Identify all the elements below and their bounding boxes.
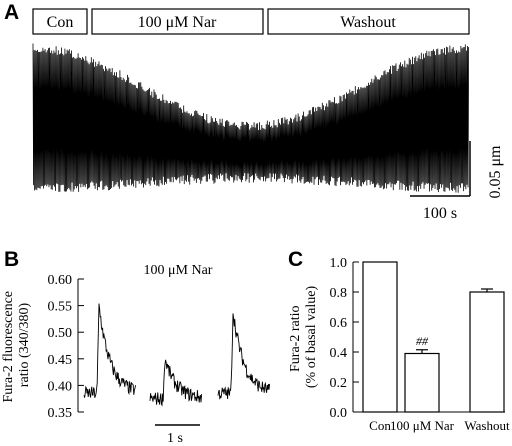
y-tick-label: 0.2 <box>330 376 348 391</box>
label-washout: Washout <box>340 14 396 31</box>
label-nar: 100 μM Nar <box>138 14 217 31</box>
label-box-con <box>32 8 88 35</box>
panel-c-ylabel: Fura-2 ratio (% of basal value) <box>288 286 319 389</box>
panel-letter-a: A <box>4 1 19 24</box>
significance-marker: ## <box>416 334 429 348</box>
ylabel-line-2: ratio (340/380) <box>17 302 32 387</box>
y-tick-label: 0.45 <box>48 353 73 368</box>
y-tick-label: 0.60 <box>48 273 73 288</box>
bar-1 <box>362 261 398 413</box>
y-tick-label: 0.35 <box>48 406 73 421</box>
panel-a-trace-chart: Con 100 μM Nar Washout 100 s 0.05 μm <box>32 8 504 222</box>
ylabel-line-1: Fura-2 fluorescence <box>1 291 16 403</box>
ylabel-line-2: (% of basal value) <box>304 286 319 389</box>
label-box-nar <box>91 8 264 35</box>
category-label-2: 100 μM Nar <box>390 418 455 433</box>
panel-c-bar-chart: 1.0 0.8 0.6 0.4 0.2 0.0 ## Con 100 μM Nar Washo… <box>288 256 510 433</box>
transient-trace-1 <box>83 303 137 398</box>
transient-trace-2 <box>149 359 203 407</box>
scale-bar-x-label: 100 s <box>423 205 457 222</box>
category-label-1: Con <box>369 418 391 433</box>
y-tick-label: 0.40 <box>48 379 73 394</box>
bar-2 <box>404 352 440 413</box>
panel-letter-c: C <box>288 248 303 271</box>
y-tick-label: 0.4 <box>330 346 348 361</box>
panel-b-ylabel: Fura-2 fluorescence ratio (340/380) <box>1 287 32 402</box>
scale-bar-y-label: 0.05 μm <box>487 145 504 199</box>
scale-bar-x-label: 1 s <box>167 431 183 446</box>
y-tick-label: 0.55 <box>48 300 73 315</box>
sarcomere-trace <box>32 43 469 193</box>
panel-letter-b: B <box>4 248 19 271</box>
y-tick-label: 0.8 <box>330 286 348 301</box>
label-box-washout <box>267 8 470 35</box>
y-tick-label: 1.0 <box>330 256 348 271</box>
y-tick-label: 0.6 <box>330 316 348 331</box>
label-con: Con <box>47 14 74 31</box>
category-label-3: Washout <box>464 418 510 433</box>
transient-trace-3 <box>217 313 271 400</box>
ylabel-line-1: Fura-2 ratio <box>288 306 303 372</box>
panel-b-transient-chart: 0.60 0.55 0.50 0.45 0.40 0.35 100 μM Nar Fura… <box>1 263 271 446</box>
bar-3 <box>469 291 505 413</box>
y-tick-label: 0.50 <box>48 326 73 341</box>
panel-b-title: 100 μM Nar <box>144 263 213 278</box>
y-tick-label: 0.0 <box>330 406 348 421</box>
